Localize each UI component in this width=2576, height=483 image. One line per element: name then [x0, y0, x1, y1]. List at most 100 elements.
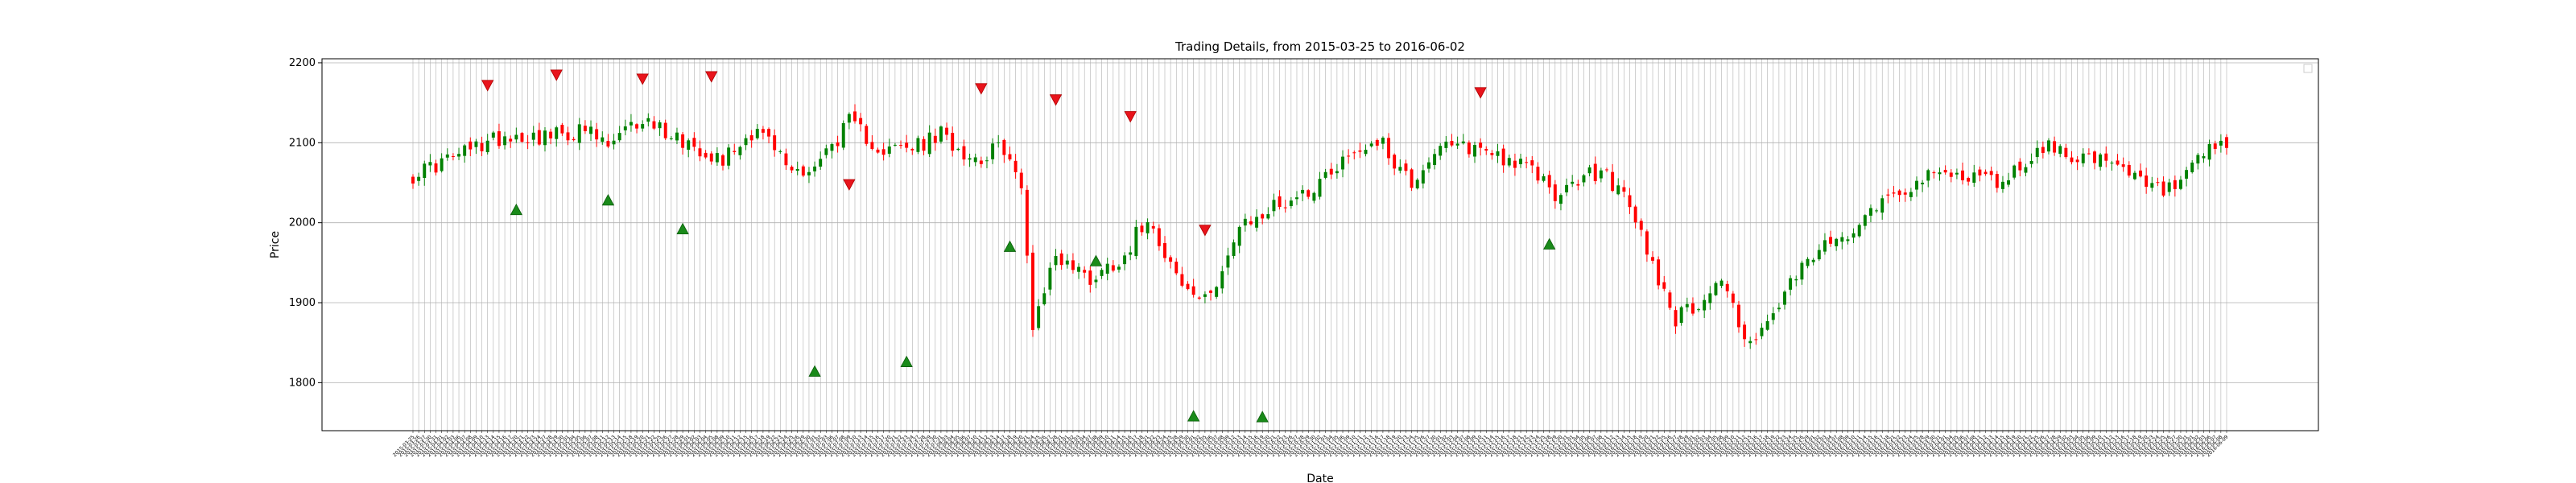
- candle-body: [1662, 282, 1666, 289]
- candle-body: [1439, 146, 1443, 156]
- candle-body: [2167, 182, 2171, 192]
- buy-signal-marker: [601, 194, 615, 206]
- candle-body: [1880, 198, 1885, 213]
- candle-body: [1323, 171, 1327, 178]
- candle-body: [1473, 145, 1476, 157]
- candle-body: [1358, 150, 1362, 152]
- candle-body: [2104, 153, 2108, 161]
- candle-body: [2202, 156, 2206, 159]
- candle-body: [704, 152, 708, 158]
- chart-title: Trading Details, from 2015-03-25 to 2016…: [1174, 39, 1465, 54]
- candle-body: [1490, 153, 1494, 155]
- candle-body: [1117, 266, 1121, 270]
- candle-body: [1547, 175, 1551, 188]
- candle-body: [1817, 250, 1821, 260]
- candle-body: [1915, 180, 1918, 190]
- candle-body: [819, 159, 823, 167]
- candle-body: [1507, 158, 1511, 166]
- candle-body: [555, 127, 559, 139]
- candle-body: [635, 124, 639, 129]
- candle-body: [652, 121, 656, 129]
- sell-signal-marker: [1124, 111, 1137, 123]
- candle-body: [451, 156, 455, 158]
- candle-body: [669, 138, 673, 139]
- candle-body: [945, 127, 949, 135]
- candle-body: [1433, 154, 1437, 166]
- candle-body: [1565, 184, 1569, 192]
- sell-signal-marker: [550, 69, 563, 81]
- candle-body: [2219, 140, 2223, 146]
- candle-body: [2150, 183, 2154, 188]
- legend-box: [2303, 64, 2313, 73]
- candle-body: [687, 140, 691, 150]
- y-tick-label: 1900: [289, 297, 316, 309]
- candle-body: [738, 147, 742, 155]
- candle-body: [1037, 306, 1041, 328]
- candle-body: [1823, 240, 1827, 252]
- candle-body: [1289, 200, 1293, 207]
- candle-body: [709, 153, 713, 162]
- candle-body: [991, 143, 995, 159]
- candle-body: [1989, 171, 1993, 175]
- candle-body: [1938, 172, 1942, 175]
- candle-body: [617, 133, 621, 141]
- candle-body: [469, 141, 473, 150]
- candle-body: [1599, 170, 1603, 179]
- candle-body: [933, 135, 937, 143]
- candle-body: [1002, 139, 1006, 155]
- candle-body: [1427, 162, 1430, 169]
- candle-body: [939, 126, 943, 142]
- candle-body: [520, 133, 524, 142]
- candle-body: [1921, 182, 1925, 184]
- y-tick-label: 2200: [289, 57, 316, 69]
- candle-body: [962, 146, 966, 160]
- candle-body: [1829, 237, 1833, 244]
- candle-body: [2047, 140, 2050, 152]
- candle-body: [491, 132, 495, 138]
- candle-body: [1123, 255, 1127, 265]
- candle-body: [2053, 141, 2057, 153]
- candle-body: [1978, 169, 1982, 175]
- candle-body: [1955, 172, 1959, 175]
- candle-body: [1467, 142, 1471, 155]
- candle-body: [1094, 279, 1098, 283]
- candle-body: [1048, 267, 1052, 290]
- candle-body: [681, 134, 685, 148]
- candle-body: [853, 111, 857, 122]
- candle-body: [2024, 167, 2028, 173]
- candle-body: [1771, 313, 1775, 320]
- candle-body: [1008, 154, 1012, 160]
- candle-body: [1243, 218, 1247, 226]
- candle-body: [2018, 161, 2022, 171]
- candle-body: [1312, 192, 1316, 201]
- candle-body: [1892, 192, 1896, 194]
- candle-body: [773, 135, 777, 151]
- candle-body: [1558, 195, 1563, 204]
- candle-body: [2075, 159, 2079, 163]
- candle-body: [526, 142, 530, 143]
- candle-body: [641, 124, 645, 129]
- candle-body: [2081, 153, 2085, 163]
- candles: [411, 104, 2228, 349]
- candle-body: [1651, 257, 1654, 261]
- candle-body: [698, 148, 702, 157]
- candle-body: [2161, 181, 2165, 196]
- candle-body: [2007, 180, 2011, 185]
- candle-body: [1530, 160, 1534, 166]
- sell-signal-marker: [705, 71, 718, 83]
- candle-body: [623, 126, 627, 130]
- y-tick-label: 2100: [289, 137, 316, 149]
- candle-body: [1301, 189, 1305, 194]
- candle-body: [1100, 270, 1104, 276]
- candle-body: [721, 155, 724, 166]
- candle-body: [1329, 168, 1333, 175]
- candle-body: [784, 153, 788, 166]
- candle-body: [1203, 294, 1207, 297]
- candle-body: [1743, 324, 1747, 340]
- x-axis-label: Date: [1307, 473, 1333, 483]
- candle-body: [1444, 141, 1448, 148]
- candle-body: [457, 154, 460, 157]
- candle-body: [646, 118, 650, 122]
- candle-body: [2145, 175, 2149, 188]
